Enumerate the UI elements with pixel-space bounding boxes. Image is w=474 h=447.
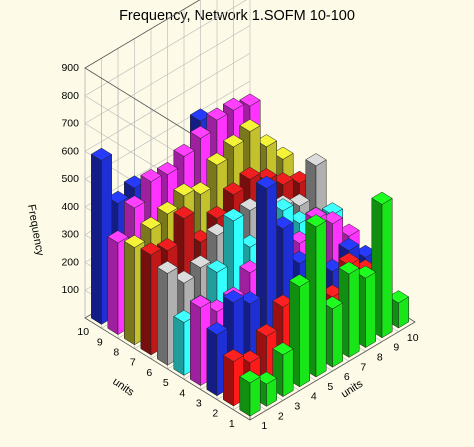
bar-top-face [305,207,327,221]
z-tick-label: 700 [61,118,79,130]
x-tick-label: 9 [393,342,399,354]
z-tick-label: 300 [61,229,79,241]
bar-top-face [189,295,212,309]
bar-top-face [206,107,228,121]
x-tick-label: 3 [294,401,300,413]
z-tick-label: 400 [61,201,79,213]
bar-top-face [140,216,162,230]
bar-top-face [338,252,360,266]
bar-top-face [156,161,179,175]
bar-top-face [107,230,129,244]
z-axis-label: Frequency [25,203,46,257]
bar-top-face [140,242,162,256]
y-tick-label: 7 [130,357,136,369]
bar-top-face [222,97,245,111]
bar-top-face [321,202,344,216]
bar-top-face [255,323,278,337]
bar-top-face [156,260,179,274]
x-tick-label: 1 [261,420,267,432]
bar-side-face [140,248,152,356]
bar-top-face [222,290,245,303]
y-tick-label: 5 [163,377,169,389]
x-tick-label: 5 [327,381,333,393]
bar [156,260,179,366]
bar-side-face [190,301,201,387]
y-tick-label: 4 [179,387,185,399]
bar-front-face [365,271,376,349]
bar-top-face [305,153,327,167]
bar [140,242,162,356]
bar-front-face [315,220,327,378]
bar-front-face [381,197,393,339]
bar-top-face [123,195,146,209]
bars [90,93,410,417]
x-tick-label: 4 [311,391,317,403]
y-tick-label: 9 [97,336,103,348]
z-tick-label: 600 [61,145,79,157]
bar-front-face [348,267,360,358]
bar-top-face [222,208,245,222]
bar-top-face [371,191,393,205]
bar-top-face [239,93,261,107]
z-tick-label: 800 [61,90,79,102]
x-tick-label: 6 [344,371,350,383]
z-tick-label: 900 [61,62,79,74]
y-axis-label: units [110,376,136,399]
bar-top-face [239,119,261,132]
bar-top-face [189,255,212,269]
y-tick-label: 2 [212,408,218,420]
z-tick-label: 500 [61,173,79,185]
bar-top-face [222,182,245,196]
bar-top-face [206,152,228,166]
y-tick-label: 3 [196,398,202,410]
bar-top-face [90,147,113,161]
bar-top-face [173,143,195,157]
bar-top-face [189,125,212,139]
chart-title: Frequency, Network 1.SOFM 10-100 [119,8,355,24]
bar-top-face [206,322,228,335]
bar [239,370,261,417]
bar-front-face [299,280,310,388]
y-tick-label: 10 [77,326,89,338]
bar-side-face [91,153,102,325]
bar-top-face [239,370,261,384]
bar-side-face [173,315,185,376]
x-tick-label: 10 [407,332,419,344]
bar-side-face [223,354,234,407]
bar-side-face [107,236,119,336]
bar-top-face [239,166,261,180]
x-tick-label: 2 [278,410,284,422]
bar-top-face [305,214,327,228]
bar-side-face [157,266,168,366]
bar-top-face [156,238,179,251]
bar-top-face [173,206,195,219]
bar-side-face [206,327,218,397]
y-tick-label: 1 [229,418,235,430]
bar [206,322,228,397]
x-tick-label: 8 [377,352,383,364]
bar-top-face [123,234,146,248]
bar-top-face [173,183,195,197]
bar-top-face [140,169,162,182]
bar-top-face [338,238,360,251]
bar-top-face [288,274,311,288]
bar-side-face [124,240,135,346]
bar-front-face [282,348,294,398]
bar-top-face [255,175,278,189]
bar-top-face [222,134,245,148]
y-tick-label: 8 [113,347,119,359]
bar-front-face [249,376,261,417]
bar-front-face [332,302,343,368]
bar-top-face [272,342,294,356]
bar-top-face [156,201,179,215]
bar-top-face [338,261,360,275]
z-tick-label: 200 [61,256,79,268]
x-tick-label: 7 [360,361,366,373]
bar-side-face [239,376,251,417]
bar-top-face [206,259,228,273]
y-tick-label: 6 [146,367,152,379]
z-tick-label: 100 [61,284,79,296]
bar-top-face [222,348,245,362]
